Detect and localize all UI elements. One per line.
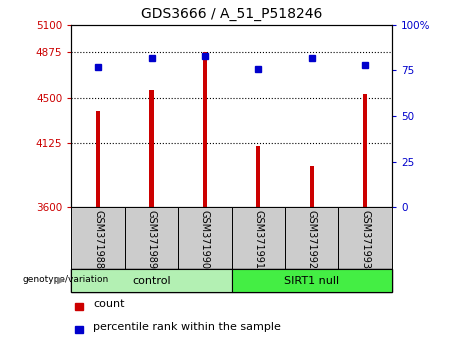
Text: GSM371988: GSM371988 <box>93 210 103 269</box>
Bar <box>338 207 392 269</box>
Bar <box>231 207 285 269</box>
Text: GSM371989: GSM371989 <box>147 210 157 269</box>
Bar <box>96 111 100 207</box>
Bar <box>256 146 260 207</box>
Bar <box>71 269 231 292</box>
Title: GDS3666 / A_51_P518246: GDS3666 / A_51_P518246 <box>141 7 322 21</box>
Bar <box>178 207 231 269</box>
Bar <box>149 90 154 207</box>
Text: SIRT1 null: SIRT1 null <box>284 275 339 286</box>
Bar <box>310 166 314 207</box>
Bar <box>363 94 367 207</box>
Bar <box>203 52 207 207</box>
Bar <box>231 269 392 292</box>
Text: GSM371991: GSM371991 <box>254 210 263 269</box>
Text: control: control <box>132 275 171 286</box>
Bar <box>75 326 83 332</box>
Bar <box>75 303 83 309</box>
Text: GSM371992: GSM371992 <box>307 210 317 269</box>
Text: percentile rank within the sample: percentile rank within the sample <box>93 321 281 332</box>
Bar <box>71 207 125 269</box>
Text: count: count <box>93 298 124 309</box>
Text: GSM371993: GSM371993 <box>360 210 370 269</box>
Bar <box>125 207 178 269</box>
Bar <box>285 207 338 269</box>
Text: GSM371990: GSM371990 <box>200 210 210 269</box>
Text: genotype/variation: genotype/variation <box>23 275 109 284</box>
